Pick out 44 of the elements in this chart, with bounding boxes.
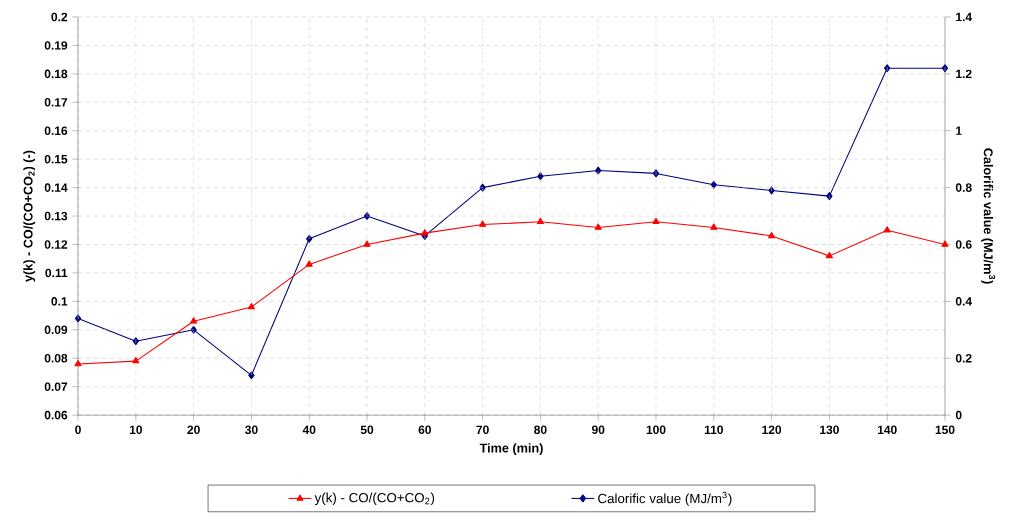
y-tick-label: 0.13 [44,211,68,221]
x-tick-label: 80 [534,425,547,434]
y-tick-label: 0.16 [44,126,68,135]
y2-tick-label: 0.6 [955,240,972,249]
y2-tick-label: 0.2 [955,353,972,363]
y-tick-label: 0.19 [44,41,68,50]
x-tick-label: 110 [704,425,723,434]
y-tick-label: 0.09 [44,325,68,334]
x-tick-label: 0 [75,425,81,434]
x-tick-label: 50 [360,425,374,434]
y-tick-label: 0.11 [45,268,68,278]
y-tick-label: 0.1 [51,297,68,306]
x-tick-label: 130 [820,425,839,434]
legend-label: Calorific value (MJ/m$^{3}$) [598,491,732,506]
y2-tick-label: 0.8 [955,183,972,192]
x-axis-title: Time (min) [479,443,543,455]
x-tick-label: 60 [418,425,431,434]
x-tick-label: 20 [187,425,200,434]
y2-tick-label: 1.2 [956,69,972,78]
y-tick-label: 0.17 [44,97,68,107]
x-tick-label: 30 [245,425,258,434]
y-tick-label: 0.15 [44,154,68,164]
x-tick-label: 150 [935,425,955,434]
y2-axis-title: Calorific value (MJ/m$^{3}$) [981,148,996,284]
x-tick-label: 40 [302,425,316,434]
x-tick-label: 100 [646,425,666,434]
x-tick-label: 10 [129,425,143,434]
x-tick-label: 120 [762,425,782,434]
y2-tick-label: 1.4 [956,12,972,22]
y-tick-label: 0.18 [44,69,68,79]
y-tick-label: 0.12 [44,240,68,249]
legend-label: y(k) - CO/(CO+CO$_{2}$) [314,492,435,505]
x-tick-label: 70 [476,425,489,434]
y-tick-label: 0.07 [44,382,68,391]
x-tick-label: 140 [877,425,897,434]
y2-tick-label: 0 [955,410,962,420]
x-tick-label: 90 [591,425,605,434]
y-tick-label: 0.2 [51,12,68,22]
y2-tick-label: 1 [956,126,962,135]
y-tick-label: 0.08 [44,353,68,363]
y-tick-label: 0.06 [44,410,68,420]
y2-tick-label: 0.4 [955,297,972,306]
y-tick-label: 0.14 [44,183,68,192]
y-axis-title: y(k) - CO/(CO+CO$_{2}$) (-) [23,150,36,282]
